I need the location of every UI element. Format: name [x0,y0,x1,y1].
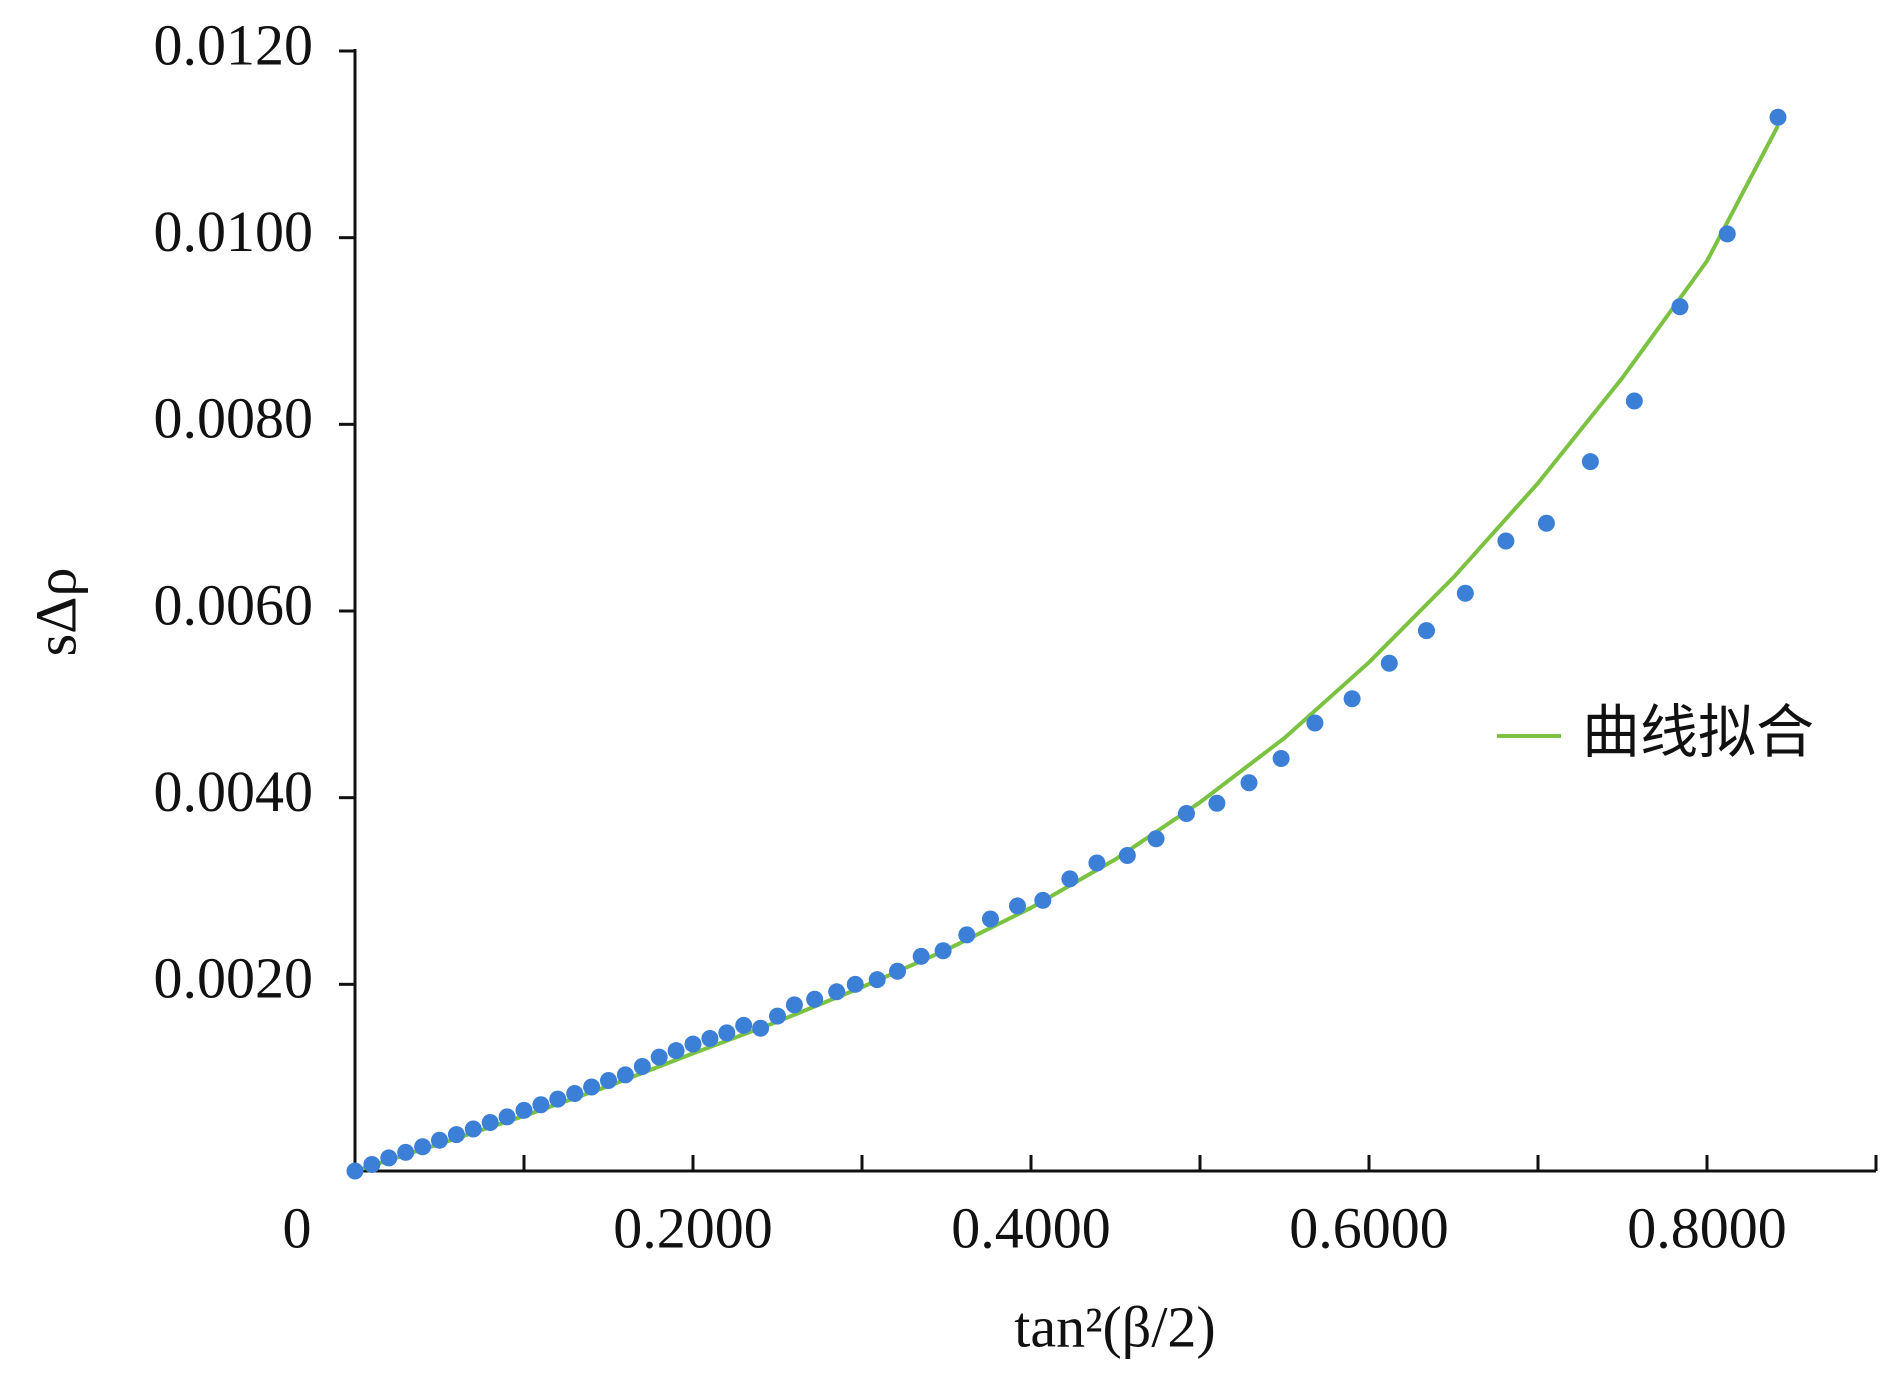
data-point [888,962,906,980]
data-point [1343,690,1361,708]
data-point [981,910,999,928]
data-point [718,1024,736,1042]
data-point [934,942,952,960]
data-point [380,1149,398,1167]
data-point [701,1029,719,1047]
data-point [1417,622,1435,640]
data-point [785,996,803,1014]
data-point [1088,854,1106,872]
data-point [1177,805,1195,823]
data-point [846,975,864,993]
data-point [1118,847,1136,865]
data-point [1769,108,1787,126]
data-point [464,1120,482,1138]
x-axis-label: tan²(β/2) [1014,1294,1216,1359]
data-point [1456,584,1474,602]
data-point [1380,654,1398,672]
data-point [363,1155,381,1173]
data-point [1581,453,1599,471]
data-point [1537,514,1555,532]
y-axis-label: sΔρ [23,568,88,657]
data-point [1061,870,1079,888]
data-point [1034,891,1052,909]
data-point [583,1078,601,1096]
data-point [806,990,824,1008]
data-point [397,1143,415,1161]
x-tick-label: 0 [283,1195,312,1260]
data-point [1671,298,1689,316]
data-point [633,1057,651,1075]
data-point [1147,830,1165,848]
data-point [515,1101,533,1119]
data-point [616,1066,634,1084]
data-point [1240,774,1258,792]
fit-line [354,124,1780,1173]
data-point [447,1126,465,1144]
data-point [566,1085,584,1103]
data-point [549,1090,567,1108]
data-point [498,1108,516,1126]
y-tick-label: 0.0100 [154,199,314,264]
y-tick-label: 0.0040 [154,759,314,824]
data-point [1625,392,1643,410]
data-point [667,1042,685,1060]
data-point [1306,714,1324,732]
y-tick-label: 0.0080 [154,386,314,451]
y-tick-label: 0.0020 [154,946,314,1011]
data-point [1497,532,1515,550]
legend-label: 曲线拟合 [1582,698,1814,766]
data-point [828,983,846,1001]
data-point [481,1113,499,1131]
data-point [684,1035,702,1053]
y-tick-label: 0.0060 [154,572,314,637]
data-point [958,926,976,944]
x-tick-label: 0.4000 [951,1195,1111,1260]
y-tick-label: 0.0120 [154,12,314,77]
data-point [752,1019,770,1037]
data-point [1208,794,1226,812]
x-tick-label: 0.6000 [1289,1195,1449,1260]
x-tick-label: 0.8000 [1627,1195,1787,1260]
data-point [735,1016,753,1034]
data-point [1718,225,1736,243]
data-point [1008,897,1026,915]
data-point [868,971,886,989]
data-point [650,1048,668,1066]
data-point [414,1138,432,1156]
data-point [431,1131,448,1149]
data-point [769,1007,786,1025]
data-point [532,1096,550,1114]
x-tick-label: 0.2000 [613,1195,773,1260]
data-point [912,947,930,965]
data-point [1272,749,1290,767]
data-point [600,1071,617,1089]
data-point [346,1162,364,1180]
